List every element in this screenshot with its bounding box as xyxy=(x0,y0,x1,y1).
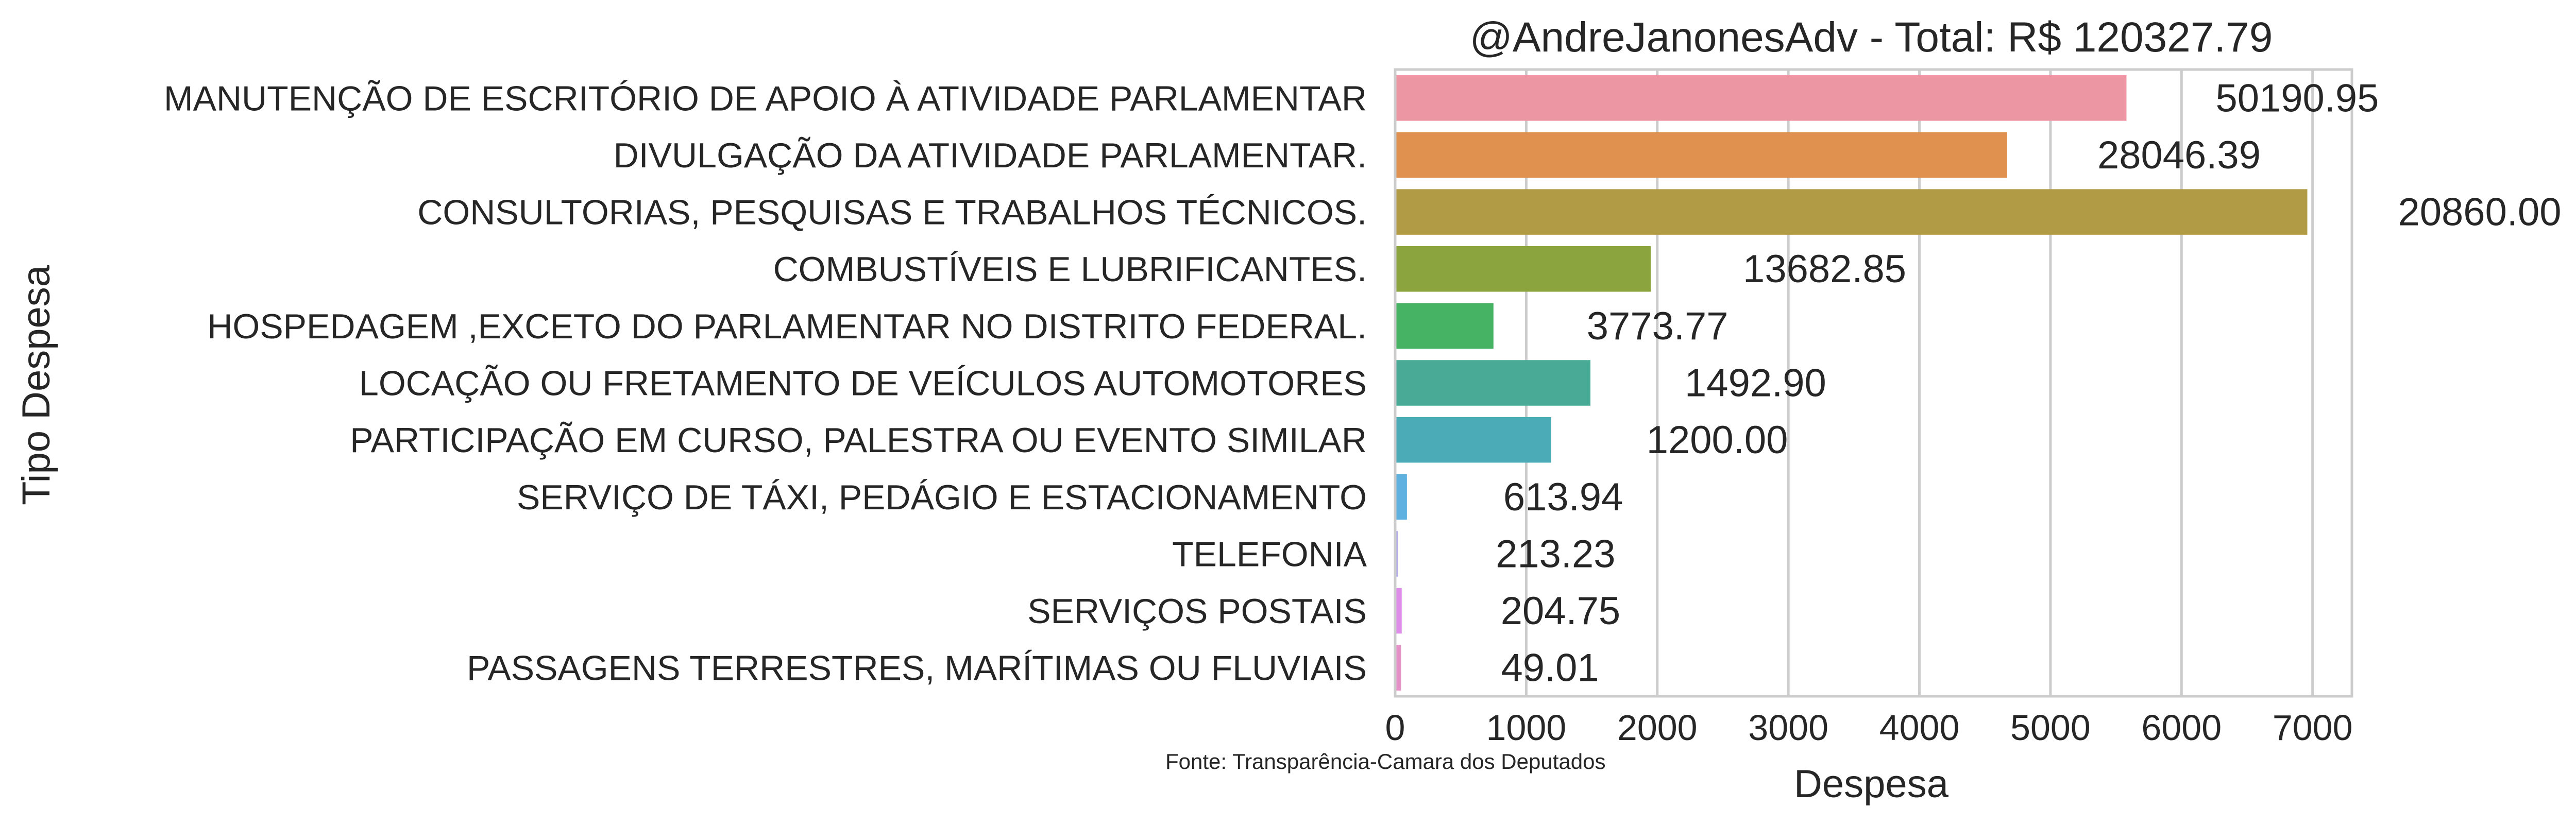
x-tick-label: 3000 xyxy=(1748,708,1828,748)
value-label: 13682.85 xyxy=(1743,247,1906,291)
bar xyxy=(1395,417,1551,463)
x-tick-label: 7000 xyxy=(2273,708,2353,748)
bar xyxy=(1395,588,1402,634)
category-label: LOCAÇÃO OU FRETAMENTO DE VEÍCULOS AUTOMO… xyxy=(359,364,1367,403)
category-label: DIVULGAÇÃO DA ATIVIDADE PARLAMENTAR. xyxy=(614,136,1367,175)
category-label: PARTICIPAÇÃO EM CURSO, PALESTRA OU EVENT… xyxy=(350,421,1367,460)
category-label: TELEFONIA xyxy=(1172,535,1367,574)
value-label: 213.23 xyxy=(1496,532,1615,576)
category-label: SERVIÇO DE TÁXI, PEDÁGIO E ESTACIONAMENT… xyxy=(517,478,1367,517)
bar xyxy=(1395,645,1401,691)
bar xyxy=(1395,360,1591,406)
value-label: 49.01 xyxy=(1501,646,1599,690)
bar xyxy=(1395,132,2007,178)
bar xyxy=(1395,531,1398,577)
x-tick-label: 2000 xyxy=(1617,708,1698,748)
bar xyxy=(1395,189,2308,235)
x-tick-label: 1000 xyxy=(1486,708,1567,748)
value-label: 20860.00 xyxy=(2398,191,2562,234)
category-labels: MANUTENÇÃO DE ESCRITÓRIO DE APOIO À ATIV… xyxy=(164,79,1367,688)
chart-title: @AndreJanonesAdv - Total: R$ 120327.79 xyxy=(1470,14,2273,61)
x-tick-label: 4000 xyxy=(1879,708,1960,748)
value-label: 28046.39 xyxy=(2097,133,2261,177)
plot-frame xyxy=(1394,68,2353,698)
category-label: HOSPEDAGEM ,EXCETO DO PARLAMENTAR NO DIS… xyxy=(207,307,1367,346)
category-label: CONSULTORIAS, PESQUISAS E TRABALHOS TÉCN… xyxy=(417,193,1367,232)
bar xyxy=(1395,474,1407,520)
x-axis-title: Despesa xyxy=(1794,762,1949,806)
value-label: 3773.77 xyxy=(1587,304,1728,348)
value-labels: 50190.95 28046.39 20860.00 13682.85 3773.77 1… xyxy=(1496,76,2561,690)
x-tick-label: 5000 xyxy=(2010,708,2091,748)
bars xyxy=(1395,75,2308,691)
source-note: Fonte: Transparência-Camara dos Deputado… xyxy=(1165,749,1605,774)
value-label: 50190.95 xyxy=(2215,76,2379,120)
bar xyxy=(1395,75,2127,121)
category-label: COMBUSTÍVEIS E LUBRIFICANTES. xyxy=(773,250,1367,289)
value-label: 1492.90 xyxy=(1685,362,1826,405)
y-axis-title: Tipo Despesa xyxy=(14,265,58,505)
category-label: PASSAGENS TERRESTRES, MARÍTIMAS OU FLUVI… xyxy=(467,649,1367,688)
value-label: 204.75 xyxy=(1501,589,1620,633)
bar xyxy=(1395,246,1651,292)
category-label: SERVIÇOS POSTAIS xyxy=(1027,592,1367,631)
bar xyxy=(1395,303,1494,349)
category-label: MANUTENÇÃO DE ESCRITÓRIO DE APOIO À ATIV… xyxy=(164,79,1367,118)
value-label: 613.94 xyxy=(1503,475,1623,519)
x-tick-label: 0 xyxy=(1385,708,1405,748)
value-label: 1200.00 xyxy=(1647,418,1788,462)
x-tick-label: 6000 xyxy=(2141,708,2222,748)
x-tick-labels: 0 1000 2000 3000 4000 5000 6000 7000 xyxy=(1385,708,2353,748)
